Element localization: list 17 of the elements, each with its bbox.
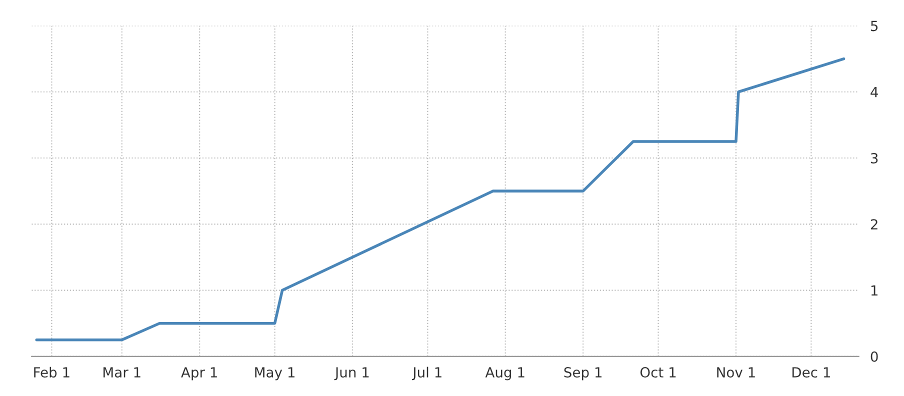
y-tick-label: 1	[871, 285, 878, 296]
x-tick-label: Apr 1	[181, 367, 217, 380]
x-tick-label: Nov 1	[717, 367, 755, 378]
x-tick-label: Oct 1	[640, 367, 676, 378]
x-tick-label: Dec 1	[792, 367, 830, 378]
x-tick-label: Jul 1	[412, 366, 442, 380]
y-tick-label: 5	[870, 20, 878, 32]
y-tick-label: 3	[870, 152, 878, 164]
x-tick-label: Feb 1	[34, 366, 70, 378]
x-tick-label: Jun 1	[334, 367, 369, 380]
y-tick-label: 4	[870, 87, 878, 98]
y-tick-label: 2	[870, 219, 878, 230]
x-tick-label: Mar 1	[104, 367, 140, 378]
y-tick-label: 0	[870, 351, 878, 362]
x-tick-label: May 1	[255, 367, 294, 380]
x-tick-label: Aug 1	[485, 367, 524, 380]
x-tick-label: Sep 1	[564, 367, 602, 380]
